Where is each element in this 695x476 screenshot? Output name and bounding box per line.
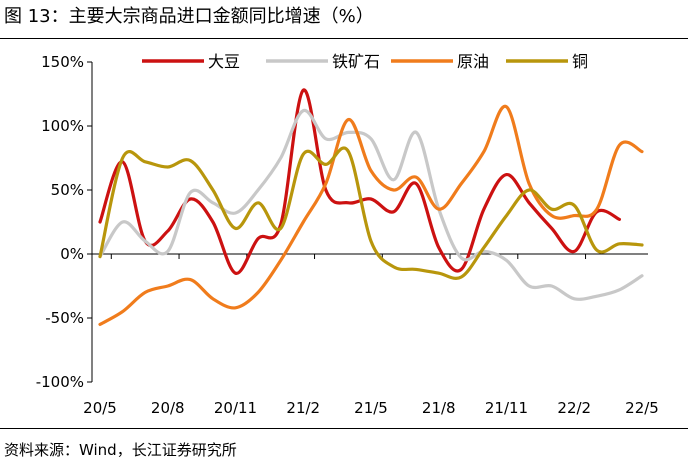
legend-label: 原油 xyxy=(457,52,489,71)
series-lines xyxy=(98,88,644,326)
y-tick-label: 100% xyxy=(41,117,84,135)
x-tick-label: 22/2 xyxy=(557,399,591,417)
series-line-大豆 xyxy=(98,88,621,275)
series-line-原油 xyxy=(98,105,644,326)
y-tick-label: 150% xyxy=(41,53,84,71)
legend-label: 铜 xyxy=(572,52,588,71)
x-tick-label: 21/2 xyxy=(286,399,320,417)
x-tick-label: 21/11 xyxy=(485,399,528,417)
legend-label: 铁矿石 xyxy=(332,52,380,71)
x-tick-label: 20/5 xyxy=(83,399,117,417)
axes xyxy=(87,61,648,383)
title-divider xyxy=(0,38,688,39)
legend: 大豆 铁矿石 原油 铜 xyxy=(142,52,588,71)
x-tick-label: 20/8 xyxy=(151,399,185,417)
y-tick-label: -50% xyxy=(45,309,84,327)
series-line-铁矿石 xyxy=(98,108,644,301)
y-tick-labels: 150% 100% 50% 0% -50% -100% xyxy=(36,53,84,391)
source-divider xyxy=(0,428,688,429)
figure-title: 图 13：主要大宗商品进口金额同比增速（%） xyxy=(4,6,374,27)
x-tick-label: 20/11 xyxy=(214,399,257,417)
x-tick-labels: 20/5 20/8 20/11 21/2 21/5 21/8 21/11 22/2 22/5 xyxy=(83,399,659,417)
x-tick-label: 22/5 xyxy=(625,399,659,417)
y-tick-label: 0% xyxy=(60,245,84,263)
x-tick-label: 21/5 xyxy=(354,399,388,417)
x-tick-label: 21/8 xyxy=(422,399,456,417)
series-line-铜 xyxy=(98,146,644,280)
source-note: 资料来源：Wind，长江证券研究所 xyxy=(4,441,237,459)
chart-area: 150% 100% 50% 0% -50% -100% 20/5 20/8 20/11 21/2… xyxy=(36,52,659,417)
y-tick-label: 50% xyxy=(51,181,84,199)
legend-label: 大豆 xyxy=(208,52,240,71)
y-tick-label: -100% xyxy=(36,373,84,391)
